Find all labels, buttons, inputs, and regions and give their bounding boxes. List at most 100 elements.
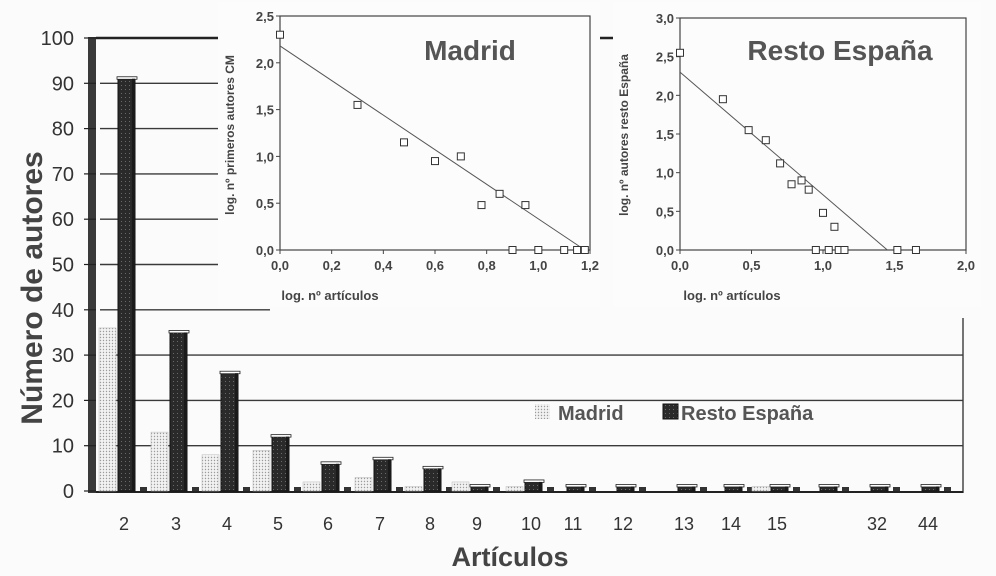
data-point (787, 180, 796, 189)
floor-stub (396, 487, 403, 491)
x-tick-label: 9 (472, 514, 482, 534)
y-tick-label: 100 (41, 28, 74, 50)
x-tick-label: 2,0 (957, 258, 975, 273)
data-point (824, 246, 833, 254)
floor-stub (243, 487, 250, 491)
fit-line (279, 45, 586, 251)
bar-resto-espana-cap (920, 484, 942, 488)
y-axis-title: Número de autores (16, 151, 49, 424)
data-point (676, 48, 684, 57)
x-tick-label: 10 (521, 514, 541, 534)
data-point (718, 95, 727, 104)
floor-stub (294, 487, 301, 491)
y-tick-label: 1,0 (256, 149, 274, 164)
x-tick-label: 1,0 (814, 258, 832, 273)
bar-resto-espana-cap (320, 461, 342, 465)
bar-resto-espana-side (692, 486, 695, 491)
inset-title: Madrid (424, 35, 516, 66)
y-tick-label: 10 (52, 436, 74, 458)
data-point (560, 246, 569, 254)
data-point (776, 159, 785, 168)
x-tick-label: 44 (918, 514, 938, 534)
x-tick-label: 12 (613, 514, 633, 534)
x-tick-label: 15 (767, 514, 787, 534)
bar-resto-espana-side (286, 436, 289, 491)
x-tick-label: 1,2 (581, 258, 599, 273)
y-tick-label: 2,0 (656, 88, 674, 103)
y-tick-label: 0,0 (256, 243, 274, 258)
y-tick-label: 80 (52, 119, 74, 141)
y-tick-label: 1,5 (656, 127, 674, 142)
data-point (744, 126, 753, 135)
y-tick-label: 50 (52, 255, 74, 277)
y-tick-label: 60 (52, 209, 74, 231)
bar-resto-espana-side (388, 459, 391, 491)
x-axis-title: Artículos (451, 542, 568, 572)
data-point (477, 201, 486, 210)
bar-madrid (404, 486, 423, 492)
bar-chart: 0 10 20 30 40 50 60 70 80 90 100 2 3 4 5 6 7 8 9 10 11 12 13 14… (16, 28, 964, 572)
floor-stub (639, 487, 646, 491)
bar-resto-espana-side (834, 486, 837, 491)
bar-resto-espana-cap (422, 465, 444, 470)
x-tick-label: 6 (323, 514, 333, 534)
data-point (495, 189, 504, 198)
data-point (580, 246, 589, 254)
x-tick-label: 8 (425, 514, 435, 534)
bar-madrid (451, 481, 470, 492)
y-tick-label: 1,5 (256, 103, 274, 118)
floor-stub (589, 487, 596, 491)
bar-madrid (751, 486, 770, 492)
y-tick-label: 0,0 (656, 243, 674, 258)
data-point (819, 208, 827, 217)
bar-resto-espana-side (631, 486, 634, 491)
bar-madrid (505, 486, 524, 492)
data-point (521, 201, 530, 210)
x-tick-label: 7 (375, 514, 385, 534)
x-axis-title: log. nº artículos (281, 288, 378, 303)
y-tick-label: 90 (52, 73, 74, 95)
legend-swatch-madrid (535, 404, 550, 419)
bar-resto-espana-cap (168, 330, 190, 334)
inset-title: Resto España (747, 35, 933, 66)
y-tick-label: 3,0 (656, 11, 674, 26)
y-tick-label: 1,0 (656, 166, 674, 181)
y-tick-label: 0 (63, 481, 74, 503)
data-point (761, 136, 770, 145)
bar-resto-espana-cap (615, 484, 637, 488)
bar-resto-espana-cap (869, 484, 891, 488)
x-tick-label: 13 (674, 514, 694, 534)
bar-madrid (302, 481, 321, 492)
data-point (893, 246, 902, 254)
floor-stub (893, 487, 900, 491)
bar-resto-espana-cap (219, 370, 241, 375)
floor-stub (493, 487, 500, 491)
data-point (811, 246, 820, 254)
data-point (456, 152, 465, 161)
y-tick-label: 0,5 (256, 196, 274, 211)
bar-resto-espana-cap (523, 479, 545, 483)
x-tick-label: 3 (171, 514, 181, 534)
floor-stub (344, 487, 351, 491)
bar-resto-espana-side (885, 486, 888, 491)
data-point (353, 100, 362, 109)
bar-resto-espana-side (581, 486, 584, 491)
bar-resto-espana-side (936, 486, 939, 491)
x-tick-label: 14 (721, 514, 741, 534)
y-tick-label: 70 (52, 164, 74, 186)
bar-madrid (252, 449, 271, 492)
x-tick-label: 5 (273, 514, 283, 534)
legend-label-madrid: Madrid (558, 403, 624, 425)
x-tick-label: 4 (222, 514, 232, 534)
bar-resto-espana-cap (116, 76, 138, 80)
bar-resto-espana-side (785, 486, 788, 491)
bar-resto-espana-cap (723, 484, 745, 488)
bar-resto-espana-side (438, 468, 441, 491)
floor-stub (747, 487, 754, 491)
data-point (797, 176, 806, 185)
bar-resto-espana-side (739, 486, 742, 491)
bar-resto-espana-side (336, 463, 339, 491)
x-axis-title: log. nº artículos (683, 288, 780, 303)
data-point (508, 246, 517, 254)
